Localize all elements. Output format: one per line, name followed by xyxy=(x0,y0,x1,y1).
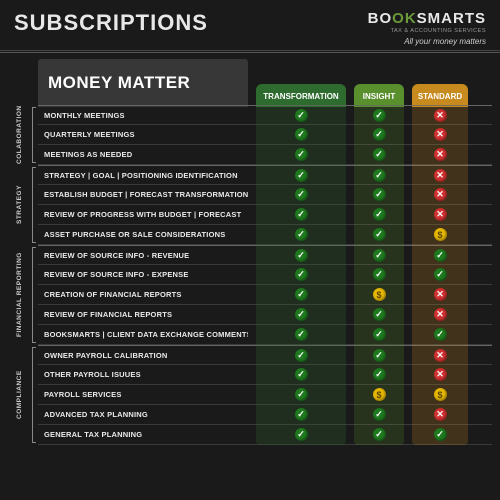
category-bracket xyxy=(32,347,36,443)
feature-label: MEETINGS AS NEEDED xyxy=(38,150,248,159)
plan-header-standard: STANDARD xyxy=(412,84,468,107)
check-icon: ✓ xyxy=(295,388,308,401)
logo-subtitle: TAX & ACCOUNTING SERVICES xyxy=(368,28,486,34)
check-icon: ✓ xyxy=(373,128,386,141)
check-icon: ✓ xyxy=(295,288,308,301)
check-icon: ✓ xyxy=(434,328,447,341)
x-icon: ✕ xyxy=(434,408,447,421)
x-icon: ✕ xyxy=(434,308,447,321)
check-icon: ✓ xyxy=(295,208,308,221)
dollar-icon: $ xyxy=(434,388,447,401)
x-icon: ✕ xyxy=(434,128,447,141)
check-icon: ✓ xyxy=(295,228,308,241)
category-bracket xyxy=(32,247,36,343)
feature-label: CREATION OF FINANCIAL REPORTS xyxy=(38,290,248,299)
check-icon: ✓ xyxy=(295,249,308,262)
check-icon: ✓ xyxy=(434,249,447,262)
category-bracket xyxy=(32,107,36,163)
dollar-icon: $ xyxy=(373,288,386,301)
x-icon: ✕ xyxy=(434,169,447,182)
feature-label: REVIEW OF PROGRESS WITH BUDGET | FORECAS… xyxy=(38,210,248,219)
category-label: COLABORATION xyxy=(16,105,23,165)
header: SUBSCRIPTIONS BOOKSMARTS TAX & ACCOUNTIN… xyxy=(0,0,500,46)
page-title: SUBSCRIPTIONS xyxy=(14,10,208,36)
check-icon: ✓ xyxy=(373,368,386,381)
feature-label: GENERAL TAX PLANNING xyxy=(38,430,248,439)
category-label: STRATEGY xyxy=(16,165,23,245)
x-icon: ✕ xyxy=(434,188,447,201)
check-icon: ✓ xyxy=(373,249,386,262)
table-title: MONEY MATTER xyxy=(38,59,248,107)
dollar-icon: $ xyxy=(373,388,386,401)
x-icon: ✕ xyxy=(434,288,447,301)
feature-label: OTHER PAYROLL ISUUES xyxy=(38,370,248,379)
logo-tagline: All your money matters xyxy=(368,37,486,46)
check-icon: ✓ xyxy=(295,148,308,161)
check-icon: ✓ xyxy=(295,169,308,182)
check-icon: ✓ xyxy=(373,408,386,421)
check-icon: ✓ xyxy=(295,408,308,421)
category-label: FINANCIAL REPORTING xyxy=(16,245,23,345)
divider xyxy=(0,50,500,51)
check-icon: ✓ xyxy=(373,308,386,321)
feature-table: MONTHLY MEETINGS ✓ ✓ ✕ QUARTERLY MEETINGS ✓ ✓ ✕… xyxy=(38,105,492,445)
logo: BOOKSMARTS xyxy=(368,10,486,27)
logo-block: BOOKSMARTS TAX & ACCOUNTING SERVICES All… xyxy=(368,10,486,46)
check-icon: ✓ xyxy=(373,349,386,362)
category-label: COMPLIANCE xyxy=(16,345,23,445)
feature-label: REVIEW OF SOURCE INFO - REVENUE xyxy=(38,251,248,260)
check-icon: ✓ xyxy=(373,148,386,161)
check-icon: ✓ xyxy=(373,109,386,122)
check-icon: ✓ xyxy=(373,268,386,281)
feature-label: ESTABLISH BUDGET | FORECAST TRANSFORMATI… xyxy=(38,190,248,199)
check-icon: ✓ xyxy=(434,268,447,281)
plan-header-insight: INSIGHT xyxy=(354,84,404,107)
feature-label: STRATEGY | GOAL | POSITIONING IDENTIFICA… xyxy=(38,171,248,180)
plan-headers-row: MONEY MATTER TRANSFORMATION INSIGHT STANDA… xyxy=(38,59,492,107)
check-icon: ✓ xyxy=(295,128,308,141)
check-icon: ✓ xyxy=(295,109,308,122)
check-icon: ✓ xyxy=(373,328,386,341)
check-icon: ✓ xyxy=(373,169,386,182)
feature-label: QUARTERLY MEETINGS xyxy=(38,130,248,139)
x-icon: ✕ xyxy=(434,109,447,122)
check-icon: ✓ xyxy=(295,188,308,201)
feature-label: OWNER PAYROLL CALIBRATION xyxy=(38,351,248,360)
check-icon: ✓ xyxy=(295,268,308,281)
x-icon: ✕ xyxy=(434,368,447,381)
logo-part3: SMARTS xyxy=(417,10,486,27)
check-icon: ✓ xyxy=(295,368,308,381)
check-icon: ✓ xyxy=(295,308,308,321)
check-icon: ✓ xyxy=(295,349,308,362)
feature-label: ASSET PURCHASE OR SALE CONSIDERATIONS xyxy=(38,230,248,239)
plan-header-transformation: TRANSFORMATION xyxy=(256,84,346,107)
feature-label: MONTHLY MEETINGS xyxy=(38,111,248,120)
category-bracket xyxy=(32,167,36,243)
check-icon: ✓ xyxy=(373,208,386,221)
feature-label: REVIEW OF SOURCE INFO - EXPENSE xyxy=(38,270,248,279)
dollar-icon: $ xyxy=(434,228,447,241)
comparison-table: MONEY MATTER TRANSFORMATION INSIGHT STANDA… xyxy=(0,59,500,445)
check-icon: ✓ xyxy=(295,328,308,341)
check-icon: ✓ xyxy=(373,228,386,241)
feature-label: REVIEW OF FINANCIAL REPORTS xyxy=(38,310,248,319)
divider xyxy=(0,52,500,53)
logo-part2: OK xyxy=(392,10,417,27)
x-icon: ✕ xyxy=(434,148,447,161)
logo-part1: BO xyxy=(368,10,393,27)
check-icon: ✓ xyxy=(373,188,386,201)
feature-label: PAYROLL SERVICES xyxy=(38,390,248,399)
check-icon: ✓ xyxy=(295,428,308,441)
feature-label: ADVANCED TAX PLANNING xyxy=(38,410,248,419)
x-icon: ✕ xyxy=(434,349,447,362)
check-icon: ✓ xyxy=(434,428,447,441)
x-icon: ✕ xyxy=(434,208,447,221)
feature-label: BOOKSMARTS | CLIENT DATA EXCHANGE COMMEN… xyxy=(38,330,248,339)
check-icon: ✓ xyxy=(373,428,386,441)
